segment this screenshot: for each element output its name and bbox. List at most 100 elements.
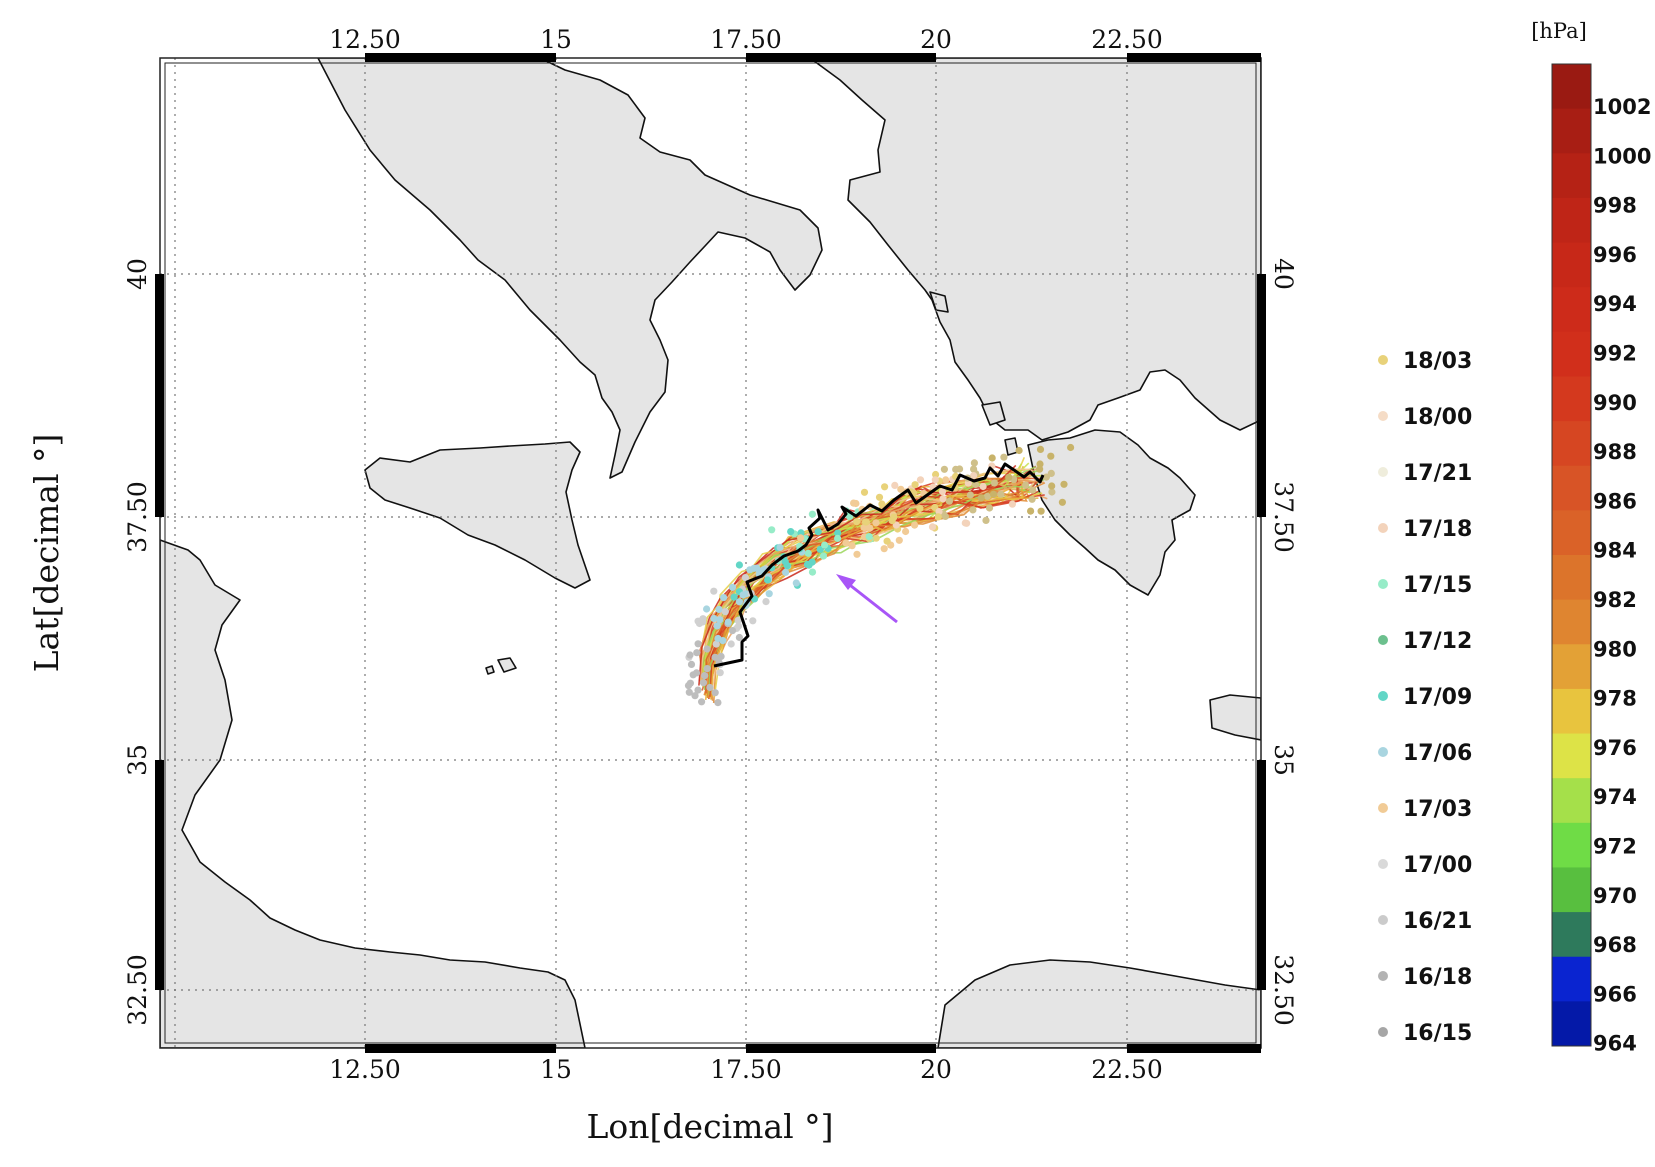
track-point-209 — [750, 564, 758, 572]
track-point-196 — [1048, 482, 1056, 490]
track-point-108 — [891, 481, 899, 489]
legend-marker-10 — [1378, 915, 1388, 925]
track-point-7 — [966, 491, 975, 499]
track-point-92 — [1008, 500, 1017, 508]
track-point-40 — [749, 617, 757, 625]
track-point-208 — [911, 481, 919, 489]
ensemble-tracks — [684, 443, 1075, 707]
colorbar-label-970: 970 — [1593, 884, 1637, 908]
track-point-135 — [735, 598, 744, 606]
colorbar-swatch-5 — [1552, 287, 1591, 333]
track-point-48 — [970, 465, 978, 473]
lon-tick-bottom-17-50: 17.50 — [710, 1055, 782, 1084]
track-point-144 — [715, 605, 723, 614]
track-point-84 — [720, 594, 728, 602]
track-point-193 — [1005, 473, 1013, 481]
track-point-45 — [734, 616, 742, 625]
track-point-104 — [977, 494, 985, 502]
track-point-72 — [703, 645, 711, 653]
track-point-79 — [687, 660, 696, 669]
track-point-203 — [1015, 446, 1023, 455]
lat-ticks-right: 40 37.50 35 32.50 — [1269, 258, 1298, 1026]
lon-ticks-top: 12.50 15 17.50 20 22.50 — [329, 25, 1163, 54]
track-point-161 — [782, 568, 790, 577]
land-balkans — [809, 58, 1261, 441]
gridlines — [160, 58, 1261, 1048]
track-point-113 — [861, 518, 870, 526]
track-point-190 — [694, 640, 702, 648]
ensemble-track-51 — [710, 490, 1039, 697]
track-point-24 — [706, 683, 714, 692]
track-point-175 — [728, 583, 737, 591]
track-point-106 — [717, 652, 725, 661]
track-point-155 — [689, 671, 697, 679]
lat-ticks-left: 40 37.50 35 32.50 — [123, 258, 152, 1026]
colorbar-swatch-0 — [1552, 64, 1591, 110]
colorbar-label-990: 990 — [1593, 391, 1637, 415]
colorbar-label-992: 992 — [1593, 342, 1637, 366]
track-point-33 — [727, 640, 735, 648]
legend-marker-2 — [1378, 467, 1388, 477]
land-malta — [497, 657, 517, 673]
annotation-arrow — [836, 574, 898, 624]
colorbar-label-972: 972 — [1593, 835, 1637, 859]
lon-tick-top-17-50: 17.50 — [710, 25, 782, 54]
track-point-29 — [842, 539, 850, 547]
land-sicily — [364, 441, 591, 589]
track-point-36 — [853, 518, 861, 526]
legend-marker-6 — [1378, 691, 1388, 701]
land-italy — [317, 58, 823, 479]
track-point-160 — [716, 616, 724, 624]
track-point-201 — [686, 679, 695, 687]
track-point-78 — [710, 587, 718, 595]
track-point-159 — [872, 519, 880, 527]
colorbar-swatch-2 — [1552, 153, 1591, 199]
colorbar-swatch-21 — [1552, 1001, 1591, 1047]
track-point-121 — [797, 534, 805, 542]
track-point-18 — [1036, 465, 1044, 473]
track-point-75 — [703, 665, 711, 673]
colorbar-swatch-1 — [1552, 108, 1591, 154]
legend-label-10: 16/21 — [1403, 909, 1472, 934]
track-point-168 — [848, 542, 856, 550]
track-point-37 — [902, 527, 910, 536]
track-point-115 — [932, 470, 940, 479]
track-point-0 — [735, 633, 744, 642]
colorbar-swatch-10 — [1552, 510, 1591, 556]
track-point-183 — [685, 688, 693, 696]
track-point-56 — [1028, 495, 1036, 503]
track-point-52 — [804, 549, 812, 557]
legend-label-1: 18/00 — [1403, 405, 1472, 430]
legend-label-3: 17/18 — [1403, 517, 1472, 542]
lon-ticks-bottom: 12.50 15 17.50 20 22.50 — [329, 1055, 1163, 1084]
track-point-41 — [997, 490, 1005, 498]
lon-tick-bottom-12-50: 12.50 — [329, 1055, 401, 1084]
colorbar-label-1000: 1000 — [1593, 144, 1651, 168]
land-zakynthos — [1004, 437, 1019, 456]
colorbar-label-980: 980 — [1593, 637, 1637, 661]
colorbar-label-968: 968 — [1593, 933, 1637, 957]
track-point-23 — [880, 545, 888, 553]
track-point-138 — [1022, 481, 1030, 489]
track-point-217 — [888, 517, 896, 525]
colorbar-swatch-15 — [1552, 733, 1591, 779]
track-point-123 — [734, 622, 743, 630]
colorbar-swatch-4 — [1552, 242, 1591, 288]
colorbar-swatch-14 — [1552, 688, 1591, 735]
legend-label-0: 18/03 — [1403, 349, 1472, 374]
track-point-194 — [850, 499, 858, 507]
lon-tick-bottom-15: 15 — [540, 1055, 572, 1084]
track-point-125 — [686, 651, 694, 659]
land-kefalonia — [981, 401, 1006, 426]
track-point-94 — [982, 516, 990, 525]
colorbar-label-1002: 1002 — [1593, 95, 1651, 119]
track-point-91 — [983, 492, 992, 500]
track-point-90 — [834, 529, 842, 537]
colorbar-swatch-12 — [1552, 599, 1591, 645]
track-point-211 — [814, 528, 822, 536]
track-point-93 — [970, 472, 978, 480]
pressure-colorbar: 1002 1000 998 996 994 992 990 988 986 984 982 980 97… — [1551, 63, 1651, 1056]
lon-tick-top-20: 20 — [920, 25, 952, 54]
track-point-170 — [935, 508, 943, 516]
colorbar-swatch-20 — [1552, 956, 1591, 1002]
